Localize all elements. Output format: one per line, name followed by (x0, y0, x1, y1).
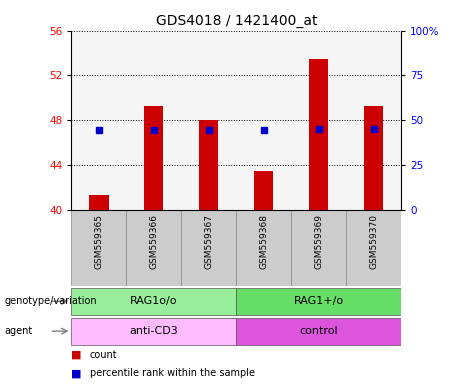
Text: GSM559366: GSM559366 (149, 214, 159, 268)
Bar (254, 170, 273, 210)
Bar (364, 106, 383, 210)
Text: ■: ■ (71, 349, 82, 359)
Bar (181, 210, 236, 286)
Text: control: control (299, 326, 338, 336)
Text: GSM559367: GSM559367 (204, 214, 213, 268)
Text: GSM559369: GSM559369 (314, 214, 323, 268)
Text: GSM559370: GSM559370 (369, 214, 378, 268)
Text: RAG1+/o: RAG1+/o (294, 296, 344, 306)
Text: genotype/variation: genotype/variation (5, 296, 97, 306)
Bar (236, 210, 291, 286)
Bar (236, 318, 401, 344)
Bar (71, 288, 236, 315)
Bar (144, 106, 164, 210)
Title: GDS4018 / 1421400_at: GDS4018 / 1421400_at (155, 14, 317, 28)
Text: count: count (90, 349, 118, 359)
Text: anti-CD3: anti-CD3 (130, 326, 178, 336)
Text: GSM559368: GSM559368 (259, 214, 268, 268)
Text: RAG1o/o: RAG1o/o (130, 296, 177, 306)
Text: ■: ■ (71, 368, 82, 378)
Bar (71, 318, 236, 344)
Bar (71, 210, 126, 286)
Bar (291, 210, 346, 286)
Bar (199, 120, 219, 210)
Bar (236, 288, 401, 315)
Text: agent: agent (5, 326, 33, 336)
Text: GSM559365: GSM559365 (95, 214, 103, 268)
Bar (126, 210, 181, 286)
Bar (309, 59, 328, 210)
Bar (89, 195, 108, 210)
Text: percentile rank within the sample: percentile rank within the sample (90, 368, 255, 378)
Bar (346, 210, 401, 286)
